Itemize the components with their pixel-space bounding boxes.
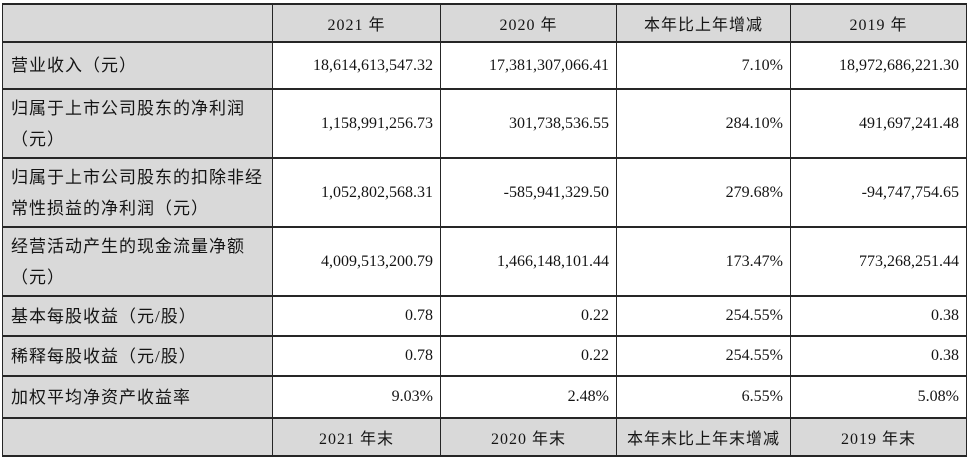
revenue-change: 7.10% (616, 41, 791, 90)
excl-nonrecurring-2020: -585,941,329.50 (440, 157, 617, 228)
roe-2021: 9.03% (272, 375, 441, 419)
row-label-basic-eps: 基本每股收益（元/股） (2, 295, 273, 337)
cash-flow-2021: 4,009,513,200.79 (272, 226, 441, 297)
excl-nonrecurring-2019: -94,747,754.65 (790, 157, 967, 228)
table-row-diluted-eps: 稀释每股收益（元/股） 0.78 0.22 254.55% 0.38 (2, 335, 967, 377)
table-row-operating-cash-flow: 经营活动产生的现金流量净额（元） 4,009,513,200.79 1,466,… (2, 226, 967, 297)
net-profit-change: 284.10% (616, 88, 791, 159)
cash-flow-2019: 773,268,251.44 (790, 226, 967, 297)
table-row-revenue: 营业收入（元） 18,614,613,547.32 17,381,307,066… (2, 41, 967, 90)
footer-year-end-2020: 2020 年末 (440, 417, 617, 457)
header-year-2021: 2021 年 (272, 3, 441, 43)
basic-eps-2020: 0.22 (440, 295, 617, 337)
table-header-row: 2021 年 2020 年 本年比上年增减 2019 年 (2, 3, 967, 43)
header-year-2020: 2020 年 (440, 3, 617, 43)
header-corner-cell (2, 3, 273, 43)
roe-2020: 2.48% (440, 375, 617, 419)
diluted-eps-2021: 0.78 (272, 335, 441, 377)
revenue-2019: 18,972,686,221.30 (790, 41, 967, 90)
header-year-2019: 2019 年 (790, 3, 967, 43)
revenue-2021: 18,614,613,547.32 (272, 41, 441, 90)
diluted-eps-2020: 0.22 (440, 335, 617, 377)
table-row-basic-eps: 基本每股收益（元/股） 0.78 0.22 254.55% 0.38 (2, 295, 967, 337)
net-profit-2020: 301,738,536.55 (440, 88, 617, 159)
diluted-eps-change: 254.55% (616, 335, 791, 377)
row-label-net-profit: 归属于上市公司股东的净利润（元） (2, 88, 273, 159)
revenue-2020: 17,381,307,066.41 (440, 41, 617, 90)
row-label-operating-cash-flow: 经营活动产生的现金流量净额（元） (2, 226, 273, 297)
table-row-net-profit-excl-nonrecurring: 归属于上市公司股东的扣除非经常性损益的净利润（元） 1,052,802,568.… (2, 157, 967, 228)
financial-summary-table: 2021 年 2020 年 本年比上年增减 2019 年 营业收入（元） 18,… (2, 3, 967, 457)
basic-eps-2021: 0.78 (272, 295, 441, 337)
footer-year-end-2019: 2019 年末 (790, 417, 967, 457)
row-label-revenue: 营业收入（元） (2, 41, 273, 90)
row-label-net-profit-excl-nonrecurring: 归属于上市公司股东的扣除非经常性损益的净利润（元） (2, 157, 273, 228)
roe-2019: 5.08% (790, 375, 967, 419)
row-label-weighted-avg-roe: 加权平均净资产收益率 (2, 375, 273, 419)
basic-eps-change: 254.55% (616, 295, 791, 337)
basic-eps-2019: 0.38 (790, 295, 967, 337)
diluted-eps-2019: 0.38 (790, 335, 967, 377)
excl-nonrecurring-2021: 1,052,802,568.31 (272, 157, 441, 228)
header-yoy-change: 本年比上年增减 (616, 3, 791, 43)
footer-year-end-2021: 2021 年末 (272, 417, 441, 457)
net-profit-2021: 1,158,991,256.73 (272, 88, 441, 159)
excl-nonrecurring-change: 279.68% (616, 157, 791, 228)
net-profit-2019: 491,697,241.48 (790, 88, 967, 159)
row-label-diluted-eps: 稀释每股收益（元/股） (2, 335, 273, 377)
table-row-net-profit: 归属于上市公司股东的净利润（元） 1,158,991,256.73 301,73… (2, 88, 967, 159)
roe-change: 6.55% (616, 375, 791, 419)
cash-flow-change: 173.47% (616, 226, 791, 297)
cash-flow-2020: 1,466,148,101.44 (440, 226, 617, 297)
footer-year-end-change: 本年末比上年末增减 (616, 417, 791, 457)
table-row-weighted-avg-roe: 加权平均净资产收益率 9.03% 2.48% 6.55% 5.08% (2, 375, 967, 419)
table-footer-row: 2021 年末 2020 年末 本年末比上年末增减 2019 年末 (2, 417, 967, 457)
footer-corner-cell (2, 417, 273, 457)
